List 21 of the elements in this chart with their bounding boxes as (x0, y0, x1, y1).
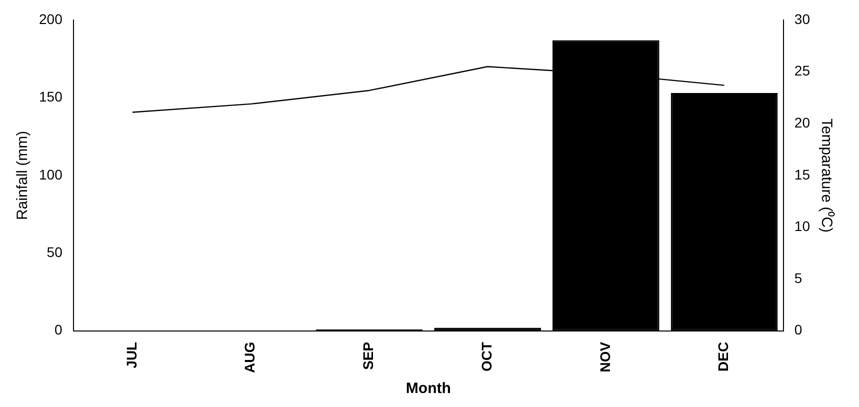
x-tick-label: AUG (242, 342, 258, 374)
y2-tick-label: 30 (794, 10, 810, 27)
y2-axis-title: Temparature (⁰C) (818, 118, 835, 233)
y-tick-label: 0 (54, 322, 63, 338)
y-axis-title: Rainfall (mm) (14, 130, 32, 220)
y-tick-label: 100 (39, 166, 63, 182)
y2-tick-label: 20 (794, 114, 810, 130)
x-tick-label: OCT (478, 341, 494, 372)
y2-tick-label: 15 (794, 166, 810, 182)
x-tick-label: DEC (715, 342, 732, 372)
y-tick-label: 200 (39, 10, 63, 27)
y-tick-label: 150 (39, 88, 63, 105)
y2-tick-label: 0 (794, 322, 802, 338)
x-tick-label: NOV (596, 341, 613, 372)
y2-tick-label: 10 (794, 218, 810, 234)
x-tick-label: JUL (123, 341, 140, 368)
y2-tick-label: 5 (794, 270, 802, 286)
x-tick-label: SEP (360, 342, 376, 370)
y-tick-label: 50 (46, 244, 63, 260)
x-axis-title: Month (406, 380, 451, 398)
y2-tick-label: 25 (794, 62, 810, 79)
